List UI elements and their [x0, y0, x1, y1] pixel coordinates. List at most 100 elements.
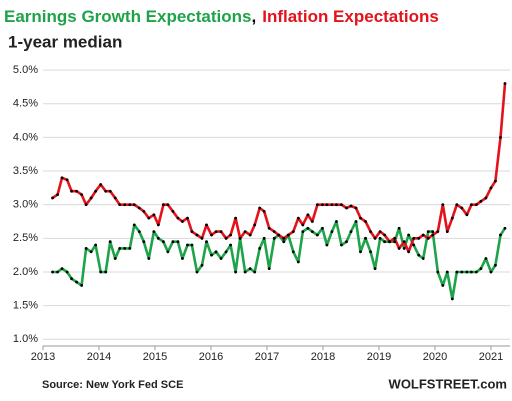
point: [282, 240, 286, 244]
point: [99, 183, 103, 186]
point: [200, 236, 204, 240]
point: [113, 196, 117, 200]
point: [286, 233, 290, 237]
x-tick-label: 2019: [367, 351, 391, 363]
point: [258, 247, 262, 250]
point: [499, 233, 502, 237]
point: [219, 257, 223, 260]
point: [397, 226, 401, 230]
point: [460, 270, 464, 274]
point: [354, 220, 358, 223]
point: [84, 247, 88, 250]
title-part: ,: [252, 7, 257, 26]
point: [224, 236, 228, 240]
point: [310, 220, 314, 223]
point: [272, 236, 276, 240]
point: [234, 270, 238, 274]
x-tick-label: 2015: [143, 351, 167, 363]
point: [340, 243, 343, 247]
point: [137, 206, 141, 210]
x-tick-label: 2016: [199, 351, 223, 363]
point: [402, 247, 406, 250]
point: [325, 203, 329, 207]
point: [147, 216, 151, 220]
point: [469, 203, 473, 207]
x-tick-label: 2014: [87, 351, 111, 363]
point: [340, 203, 343, 207]
x-tick-label: 2017: [255, 351, 279, 363]
point: [349, 230, 353, 234]
point: [364, 236, 367, 240]
point: [272, 230, 276, 234]
point: [186, 216, 189, 220]
point: [445, 270, 449, 274]
point: [156, 223, 160, 227]
point: [296, 260, 300, 264]
point: [210, 233, 213, 237]
point: [335, 220, 338, 223]
point: [171, 240, 175, 244]
x-tick-label: 2018: [311, 351, 335, 363]
x-tick-label: 2020: [423, 351, 447, 363]
point: [75, 189, 78, 193]
y-tick-label: 2.0%: [13, 266, 38, 278]
point: [402, 240, 406, 244]
point: [450, 297, 454, 301]
point: [51, 270, 54, 274]
credit: WOLFSTREET.com: [389, 376, 507, 391]
point: [137, 230, 141, 234]
point: [378, 236, 382, 240]
point: [147, 257, 151, 260]
point: [123, 247, 127, 250]
point: [234, 216, 238, 220]
point: [258, 206, 262, 210]
point: [364, 220, 367, 223]
point: [489, 186, 493, 190]
point: [108, 240, 112, 244]
series-line: [51, 83, 507, 254]
point: [465, 270, 469, 274]
point: [479, 267, 483, 271]
point: [118, 247, 122, 250]
point: [65, 178, 69, 182]
point: [80, 284, 84, 287]
point: [156, 236, 160, 240]
point: [267, 267, 271, 271]
point: [51, 196, 54, 200]
point: [205, 240, 208, 244]
point: [354, 206, 358, 210]
point: [301, 230, 305, 234]
chart-title: Earnings Growth Expectations, Inflation E…: [4, 7, 439, 26]
point: [345, 240, 348, 244]
point: [296, 216, 300, 220]
point: [315, 203, 319, 207]
point: [388, 240, 392, 244]
y-tick-label: 4.0%: [13, 131, 38, 143]
point: [70, 189, 73, 193]
point: [176, 216, 180, 220]
point: [465, 213, 469, 217]
point: [214, 230, 218, 234]
point: [128, 247, 132, 250]
point: [262, 210, 266, 213]
point: [195, 233, 199, 237]
point: [330, 203, 334, 207]
point: [176, 240, 180, 244]
point: [210, 253, 213, 257]
point: [407, 250, 411, 254]
point: [397, 247, 401, 250]
point: [369, 250, 372, 254]
x-tick-label: 2021: [479, 351, 503, 363]
point: [84, 203, 88, 207]
point: [455, 203, 459, 207]
point: [205, 223, 208, 227]
point: [335, 203, 338, 207]
point: [166, 250, 170, 254]
point: [330, 230, 334, 234]
point: [166, 203, 170, 207]
point: [56, 193, 59, 196]
point: [89, 196, 93, 200]
point: [243, 230, 247, 234]
point: [161, 240, 165, 244]
point: [441, 203, 445, 207]
